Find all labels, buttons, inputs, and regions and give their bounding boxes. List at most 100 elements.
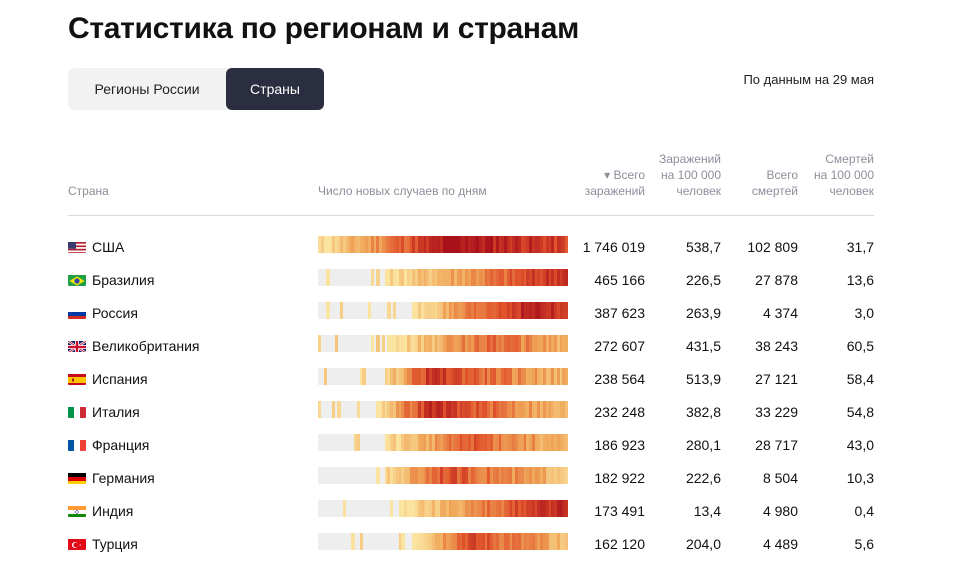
daily-cases-bar xyxy=(406,500,411,517)
daily-cases-bar xyxy=(543,434,547,451)
daily-cases-bar xyxy=(481,236,486,253)
daily-cases-bar xyxy=(445,533,449,550)
daily-cases-bar xyxy=(465,467,469,484)
daily-cases-bar xyxy=(498,500,502,517)
daily-cases-bar xyxy=(423,467,427,484)
header-cases-per-100k-line1: Заражений xyxy=(658,152,721,166)
daily-cases-bar xyxy=(551,335,555,352)
tab-russia-regions[interactable]: Регионы России xyxy=(94,81,200,97)
tab-countries[interactable]: Страны xyxy=(226,68,324,110)
table-row[interactable]: Испания 238 564 513,9 27 121 58,4 xyxy=(68,368,874,392)
daily-cases-bar xyxy=(418,368,422,385)
daily-cases-bar xyxy=(470,335,474,352)
daily-cases-bar xyxy=(554,500,558,517)
daily-cases-bar xyxy=(473,401,477,418)
daily-cases-bar xyxy=(390,269,394,286)
header-deaths-per-100k[interactable]: Смертей на 100 000 человек xyxy=(814,151,874,199)
daily-cases-bar xyxy=(509,368,513,385)
daily-cases-bar xyxy=(362,236,366,253)
tab-switcher: Регионы России Страны xyxy=(68,68,324,110)
daily-cases-bar xyxy=(426,302,430,319)
daily-cases-bar xyxy=(406,401,411,418)
daily-cases-bar xyxy=(437,434,441,451)
daily-cases-bar xyxy=(518,500,522,517)
table-row[interactable]: Турция 162 120 204,0 4 489 5,6 xyxy=(68,533,874,557)
daily-cases-bar xyxy=(426,236,430,253)
daily-cases-bar xyxy=(445,269,449,286)
daily-cases-bar xyxy=(451,269,455,286)
header-total-deaths[interactable]: Всего смертей xyxy=(752,167,798,199)
daily-cases-bar xyxy=(543,302,547,319)
daily-cases-bar xyxy=(493,401,497,418)
daily-cases-bar xyxy=(329,236,333,253)
table-row[interactable]: Италия 232 248 382,8 33 229 54,8 xyxy=(68,401,874,425)
daily-cases-bar xyxy=(484,368,488,385)
daily-cases-bar xyxy=(337,236,341,253)
table-row[interactable]: Индия 173 491 13,4 4 980 0,4 xyxy=(68,500,874,524)
daily-cases-bar xyxy=(506,500,511,517)
daily-cases-bar xyxy=(476,236,480,253)
daily-cases-bar xyxy=(540,335,544,352)
flag-es-icon xyxy=(68,373,86,385)
header-cases-per-100k[interactable]: Заражений на 100 000 человек xyxy=(659,151,721,199)
daily-cases-bar xyxy=(556,368,561,385)
table-row[interactable]: Франция 186 923 280,1 28 717 43,0 xyxy=(68,434,874,458)
daily-cases-bar xyxy=(559,467,563,484)
daily-cases-bar xyxy=(529,335,533,352)
daily-cases-bar xyxy=(323,368,327,385)
country-name: США xyxy=(92,239,125,255)
daily-cases-bar xyxy=(429,236,433,253)
daily-cases-bar xyxy=(401,434,405,451)
country-name: Индия xyxy=(92,503,134,519)
daily-cases-bar xyxy=(420,401,424,418)
total-deaths: 4 489 xyxy=(762,536,798,552)
daily-cases-bar xyxy=(523,500,527,517)
daily-cases-bar xyxy=(562,368,566,385)
daily-cases-bar xyxy=(476,269,480,286)
daily-cases-bar xyxy=(456,236,461,253)
daily-cases-bar xyxy=(448,467,452,484)
table-row[interactable]: Великобритания 272 607 431,5 38 243 60,5 xyxy=(68,335,874,359)
daily-cases-bar xyxy=(554,467,558,484)
daily-cases-bar xyxy=(565,500,569,517)
cases-per-100k: 222,6 xyxy=(685,470,721,486)
header-total-cases[interactable]: ▾ Всего заражений xyxy=(585,167,645,199)
table-row[interactable]: Россия 387 623 263,9 4 374 3,0 xyxy=(68,302,874,326)
daily-cases-bar xyxy=(479,302,483,319)
table-row[interactable]: Бразилия 465 166 226,5 27 878 13,6 xyxy=(68,269,874,293)
daily-cases-bar xyxy=(531,302,536,319)
daily-cases-bar xyxy=(468,269,472,286)
total-cases: 186 923 xyxy=(594,437,645,453)
daily-cases-bar xyxy=(451,368,455,385)
daily-cases-bar xyxy=(481,302,486,319)
daily-cases-bar xyxy=(490,434,494,451)
daily-cases-bar xyxy=(412,335,416,352)
daily-cases-bar xyxy=(518,269,522,286)
header-country[interactable]: Страна xyxy=(68,184,109,198)
daily-cases-bar xyxy=(379,401,383,418)
table-row[interactable]: Германия 182 922 222,6 8 504 10,3 xyxy=(68,467,874,491)
header-total-cases-line1: ▾ Всего xyxy=(604,168,645,182)
total-cases: 182 922 xyxy=(594,470,645,486)
daily-cases-bar xyxy=(520,335,524,352)
daily-cases-bar xyxy=(431,533,436,550)
total-deaths: 4 374 xyxy=(762,305,798,321)
daily-cases-bar xyxy=(340,302,344,319)
daily-cases-bar xyxy=(468,533,472,550)
daily-cases-bar xyxy=(448,434,452,451)
daily-cases-bar xyxy=(448,500,452,517)
daily-cases-bar xyxy=(481,434,486,451)
daily-cases-bar xyxy=(423,434,427,451)
daily-cases-bar xyxy=(401,335,405,352)
daily-cases-bar xyxy=(487,401,491,418)
daily-cases-bar xyxy=(529,269,533,286)
table-row[interactable]: США 1 746 019 538,7 102 809 31,7 xyxy=(68,236,874,260)
daily-cases-strip xyxy=(318,500,569,517)
daily-cases-bar xyxy=(551,368,555,385)
daily-cases-bar xyxy=(429,434,433,451)
daily-cases-bar xyxy=(540,533,544,550)
daily-cases-bar xyxy=(418,533,422,550)
daily-cases-bar xyxy=(562,236,566,253)
daily-cases-bar xyxy=(551,500,555,517)
daily-cases-bar xyxy=(423,401,427,418)
